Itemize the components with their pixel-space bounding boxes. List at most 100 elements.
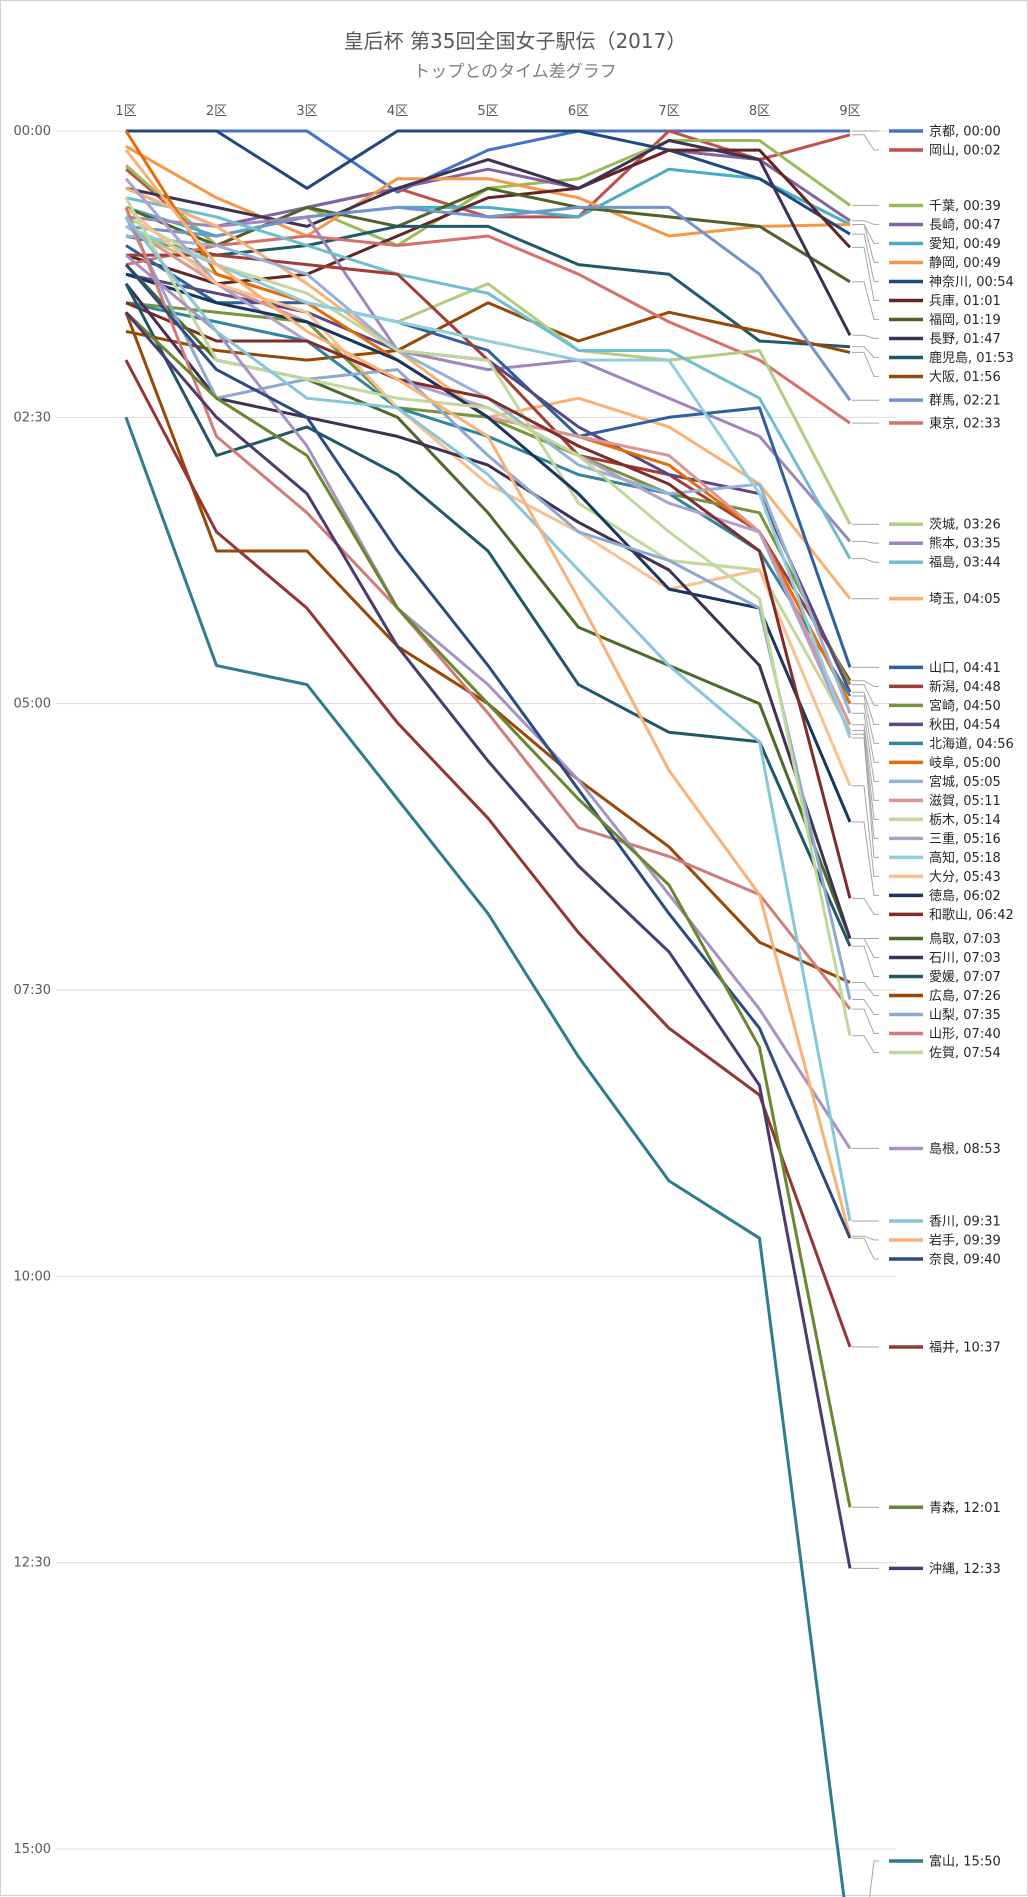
legend-entry: 大阪, 01:56 [929,370,1001,385]
legend-separator: , [955,556,963,571]
legend-series-name: 富山 [929,1854,955,1870]
legend-series-time: 15:50 [963,1855,1000,1870]
legend-series-name: 長野 [929,332,955,347]
legend-separator: , [955,1340,963,1355]
legend-series-name: 福井 [929,1340,955,1355]
legend-entry: 長野, 01:47 [929,332,1001,347]
legend-separator: , [955,718,963,733]
series-line-44 [126,312,850,1507]
legend-series-name: 東京 [929,416,955,432]
legend-series-name: 宮城 [929,774,955,790]
legend-separator: , [955,417,963,432]
legend-separator: , [955,951,963,966]
legend-entry: 鳥取, 07:03 [929,932,1001,947]
legend-series-time: 00:49 [963,256,1000,271]
legend-series-time: 01:56 [963,370,1000,385]
legend-series-time: 04:54 [963,718,1000,733]
legend-series-time: 12:01 [963,1501,1000,1516]
legend-series-name: 北海道 [929,737,968,752]
legend-entry: 徳島, 06:02 [929,889,1001,904]
legend-entry: 秋田, 04:54 [929,718,1001,733]
series-line-34 [126,284,850,946]
legend-series-time: 01:01 [963,294,1000,309]
legend-separator: , [955,851,963,866]
legend-separator: , [955,144,963,159]
legend-series-time: 04:56 [976,737,1013,752]
legend-separator: , [955,518,963,533]
legend-series-name: 鳥取 [929,932,955,947]
legend-series-name: 栃木 [929,813,955,828]
legend-series-time: 03:26 [963,518,1000,533]
legend-separator: , [955,199,963,214]
legend-entry: 愛媛, 07:07 [929,970,1001,985]
legend-entry: 山梨, 07:35 [929,1008,1001,1023]
legend-series-time: 12:33 [963,1562,1000,1577]
x-tick-label: 5区 [477,104,498,119]
legend-separator: , [955,256,963,271]
y-tick-label: 07:30 [14,983,51,998]
legend-separator: , [955,370,963,385]
series-line-46 [126,417,850,1897]
legend-separator: , [955,1142,963,1157]
legend-entry: 千葉, 00:39 [929,199,1001,214]
legend-series-time: 06:02 [963,889,1000,904]
legend-entry: 三重, 05:16 [929,831,1001,847]
legend-series-name: 大阪 [929,370,955,385]
legend-entry: 熊本, 03:35 [929,536,1001,552]
legend-separator: , [955,756,963,771]
series-line-32 [126,265,850,939]
legend-series-name: 長崎 [929,218,955,233]
legend-series-time: 02:21 [963,394,1000,409]
legend-entry: 岩手, 09:39 [929,1233,1001,1248]
legend-series-time: 01:53 [976,351,1013,366]
legend-series-name: 神奈川 [929,275,968,290]
y-tick-label: 05:00 [14,697,51,712]
legend-leader-line [852,352,879,376]
legend-entry: 群馬, 02:21 [929,394,1001,409]
legend-series-time: 00:49 [963,237,1000,252]
legend-series-time: 05:14 [963,813,1000,828]
legend-series-time: 07:03 [963,951,1000,966]
legend-entry: 佐賀, 07:54 [929,1046,1001,1061]
legend-leader-line [852,335,879,338]
legend-separator: , [955,932,963,947]
legend-series-name: 茨城 [929,518,955,533]
legend-separator: , [955,1252,963,1267]
legend-series-time: 00:39 [963,199,1000,214]
legend-series-name: 宮崎 [929,698,955,714]
legend-leader-line [852,734,879,838]
legend-series-time: 09:31 [963,1214,1000,1229]
series-line-31 [126,303,850,899]
legend-leader-line [852,681,879,687]
legend-separator: , [955,218,963,233]
legend-series-time: 04:48 [963,680,1000,695]
legend-leader-line [852,221,879,225]
legend-entry: 宮崎, 04:50 [929,698,1001,714]
legend-separator: , [955,592,963,607]
legend-separator: , [955,889,963,904]
series-line-6 [126,131,850,234]
legend-series-time: 09:40 [963,1252,1000,1267]
legend-entry: 山口, 04:41 [929,661,1001,676]
legend-leader-line [852,939,879,958]
y-tick-label: 12:30 [14,1556,51,1571]
legend-series-time: 04:05 [963,592,1000,607]
legend-series-name: 滋賀 [929,794,955,809]
legend-series-name: 香川 [929,1214,955,1229]
legend-series-name: 奈良 [929,1251,955,1267]
legend-entry: 新潟, 04:48 [929,679,1001,695]
legend-series-time: 04:50 [963,699,1000,714]
legend-series-time: 00:02 [963,144,1000,159]
legend-separator: , [955,832,963,847]
legend-series-name: 静岡 [929,256,955,271]
x-tick-label: 8区 [749,104,770,119]
legend-series-name: 石川 [929,951,955,966]
legend-series-name: 新潟 [929,679,955,695]
chart-title: 皇后杯 第35回全国女子駅伝（2017） [344,29,687,53]
legend-entry: 茨城, 03:26 [929,518,1001,533]
legend-entry: 兵庫, 01:01 [929,294,1001,309]
legend-separator: , [955,699,963,714]
legend-separator: , [955,989,963,1004]
legend-series-name: 徳島 [929,889,955,904]
